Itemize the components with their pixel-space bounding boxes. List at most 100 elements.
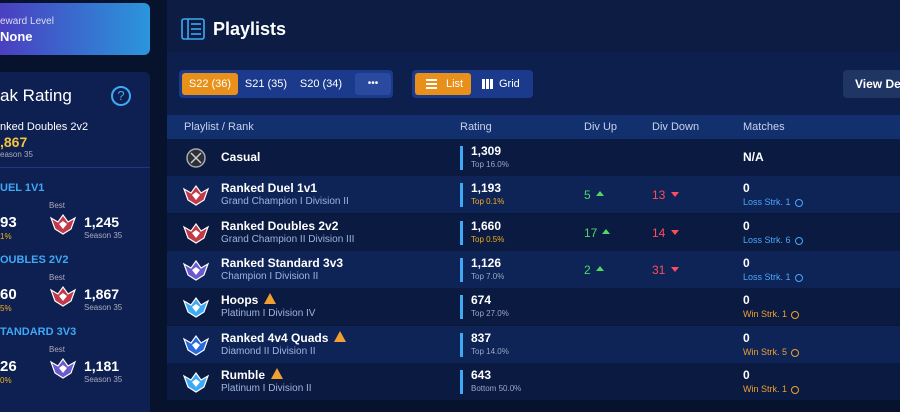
matches: N/A	[743, 150, 764, 164]
view-group: List Grid	[412, 70, 533, 98]
up-arrow	[602, 228, 610, 234]
rank: Diamond II Division II	[221, 345, 316, 357]
toolbar: S22 (36) S21 (35) S20 (34) ••• List Grid Vie…	[167, 52, 900, 115]
streak: Win Strk. 1	[743, 383, 788, 394]
rating-bar	[460, 332, 463, 357]
table-header: Playlist / Rank Rating Div Up Div Down Match…	[167, 115, 900, 139]
table-row[interactable]: Ranked Doubles 2v2 Grand Champion II Divi…	[167, 213, 900, 251]
table-row[interactable]: Ranked Duel 1v1 Grand Champion I Division…	[167, 176, 900, 214]
best-rating: 1,181	[84, 358, 120, 374]
view-tab[interactable]: Grid	[472, 73, 528, 95]
streak-icon	[791, 348, 799, 357]
rating: 1,193	[471, 181, 502, 196]
rating: 1,309	[471, 144, 502, 158]
up-arrow	[596, 191, 604, 197]
column-header: Playlist / Rank	[184, 121, 254, 133]
details-button[interactable]: View Det	[843, 70, 900, 98]
rating-bar	[460, 146, 463, 170]
best-rating: 1,245	[84, 214, 120, 230]
rank: Platinum I Division II	[221, 382, 312, 394]
rating: 1,660	[471, 218, 502, 233]
best-label: Best	[49, 201, 66, 210]
table-body: Casual 1,309 Top 16.0% N/A Ranked Duel 1v1 Gr…	[167, 139, 900, 400]
best-season: Season 35	[84, 375, 123, 384]
table-row[interactable]: Ranked Standard 3v3 Champion I Division I…	[167, 250, 900, 288]
peak-title: ak Rating	[0, 86, 72, 105]
warning-icon	[271, 367, 283, 379]
divider	[0, 167, 150, 168]
playlist-icon	[182, 334, 210, 356]
best-season: Season 35	[84, 231, 123, 240]
mode-name: TANDARD 3V3	[0, 326, 77, 338]
matches: 0	[743, 330, 750, 345]
streak-icon	[795, 273, 803, 282]
percentile: Top 27.0%	[471, 309, 509, 319]
rank: Grand Champion I Division II	[221, 196, 349, 208]
table-row[interactable]: Casual 1,309 Top 16.0% N/A	[167, 139, 900, 176]
rating: 674	[471, 293, 492, 308]
rating: 1,126	[471, 255, 502, 270]
div-down: 14	[652, 225, 666, 240]
matches: 0	[743, 218, 750, 233]
streak-icon	[791, 385, 799, 394]
rating-bar	[460, 369, 463, 394]
view-icon	[426, 79, 437, 89]
table-row[interactable]: Hoops Platinum I Division IV 674 Top 27.0% 0…	[167, 288, 900, 326]
rating: 643	[471, 367, 492, 382]
view-icon	[482, 79, 493, 89]
down-arrow	[671, 192, 679, 198]
playlist-icon	[182, 297, 210, 318]
playlist-name: Casual	[221, 150, 261, 164]
table-row[interactable]: Rumble Platinum I Division II 643 Bottom 50…	[167, 362, 900, 400]
streak-icon	[795, 199, 803, 208]
header: Playlists	[167, 0, 900, 52]
peak-playlist: nked Doubles 2v2	[0, 121, 89, 133]
rating-bar	[460, 183, 463, 208]
current-rating: 60	[0, 286, 17, 303]
div-down: 31	[652, 262, 666, 277]
help-button[interactable]: ?	[111, 86, 131, 106]
table-row[interactable]: Ranked 4v4 Quads Diamond II Division II 83…	[167, 325, 900, 363]
peak-rating: ,867	[0, 134, 28, 150]
rating-bar	[460, 257, 463, 282]
more-button[interactable]: •••	[355, 73, 391, 95]
current-rating: 26	[0, 358, 17, 375]
up-arrow	[596, 265, 604, 271]
column-header: Div Up	[584, 121, 618, 133]
streak: Loss Strk. 1	[743, 197, 791, 208]
playlist-icon	[182, 371, 210, 393]
current-sub: 0%	[0, 376, 12, 385]
current-rating: 93	[0, 214, 17, 231]
rating-bar	[460, 220, 463, 245]
streak: Win Strk. 5	[743, 346, 788, 357]
down-arrow	[671, 229, 679, 235]
matches: 0	[743, 255, 750, 270]
warning-icon	[334, 330, 346, 342]
peak-panel: ak Rating ? nked Doubles 2v2 ,867 eason …	[0, 72, 150, 412]
view-label: Grid	[499, 78, 520, 90]
view-tab[interactable]: List	[415, 73, 471, 95]
streak: Win Strk. 1	[743, 309, 788, 320]
matches: 0	[743, 367, 750, 382]
main-panel: Playlists S22 (36) S21 (35) S20 (34) ••• Li…	[167, 0, 900, 400]
best-label: Best	[49, 273, 66, 282]
current-sub: 5%	[0, 304, 12, 313]
matches: 0	[743, 293, 750, 308]
season-tab[interactable]: S22 (36)	[182, 73, 238, 95]
best-label: Best	[49, 345, 66, 354]
playlist-name: Hoops	[221, 293, 259, 308]
streak: Loss Strk. 6	[743, 234, 791, 245]
streak-icon	[791, 311, 799, 320]
percentile: Top 16.0%	[471, 160, 509, 169]
column-header: Div Down	[652, 121, 700, 133]
percentile: Top 0.5%	[471, 234, 505, 244]
playlist-name: Ranked Doubles 2v2	[221, 218, 339, 233]
season-tab[interactable]: S20 (34)	[299, 78, 343, 90]
best-rating: 1,867	[84, 286, 120, 302]
header-title: Playlists	[213, 19, 287, 39]
streak-icon	[795, 236, 803, 245]
rank-badge	[49, 213, 77, 235]
season-tab[interactable]: S21 (35)	[244, 78, 288, 90]
reward-panel: eward Level None	[0, 3, 150, 55]
streak: Loss Strk. 1	[743, 271, 791, 282]
